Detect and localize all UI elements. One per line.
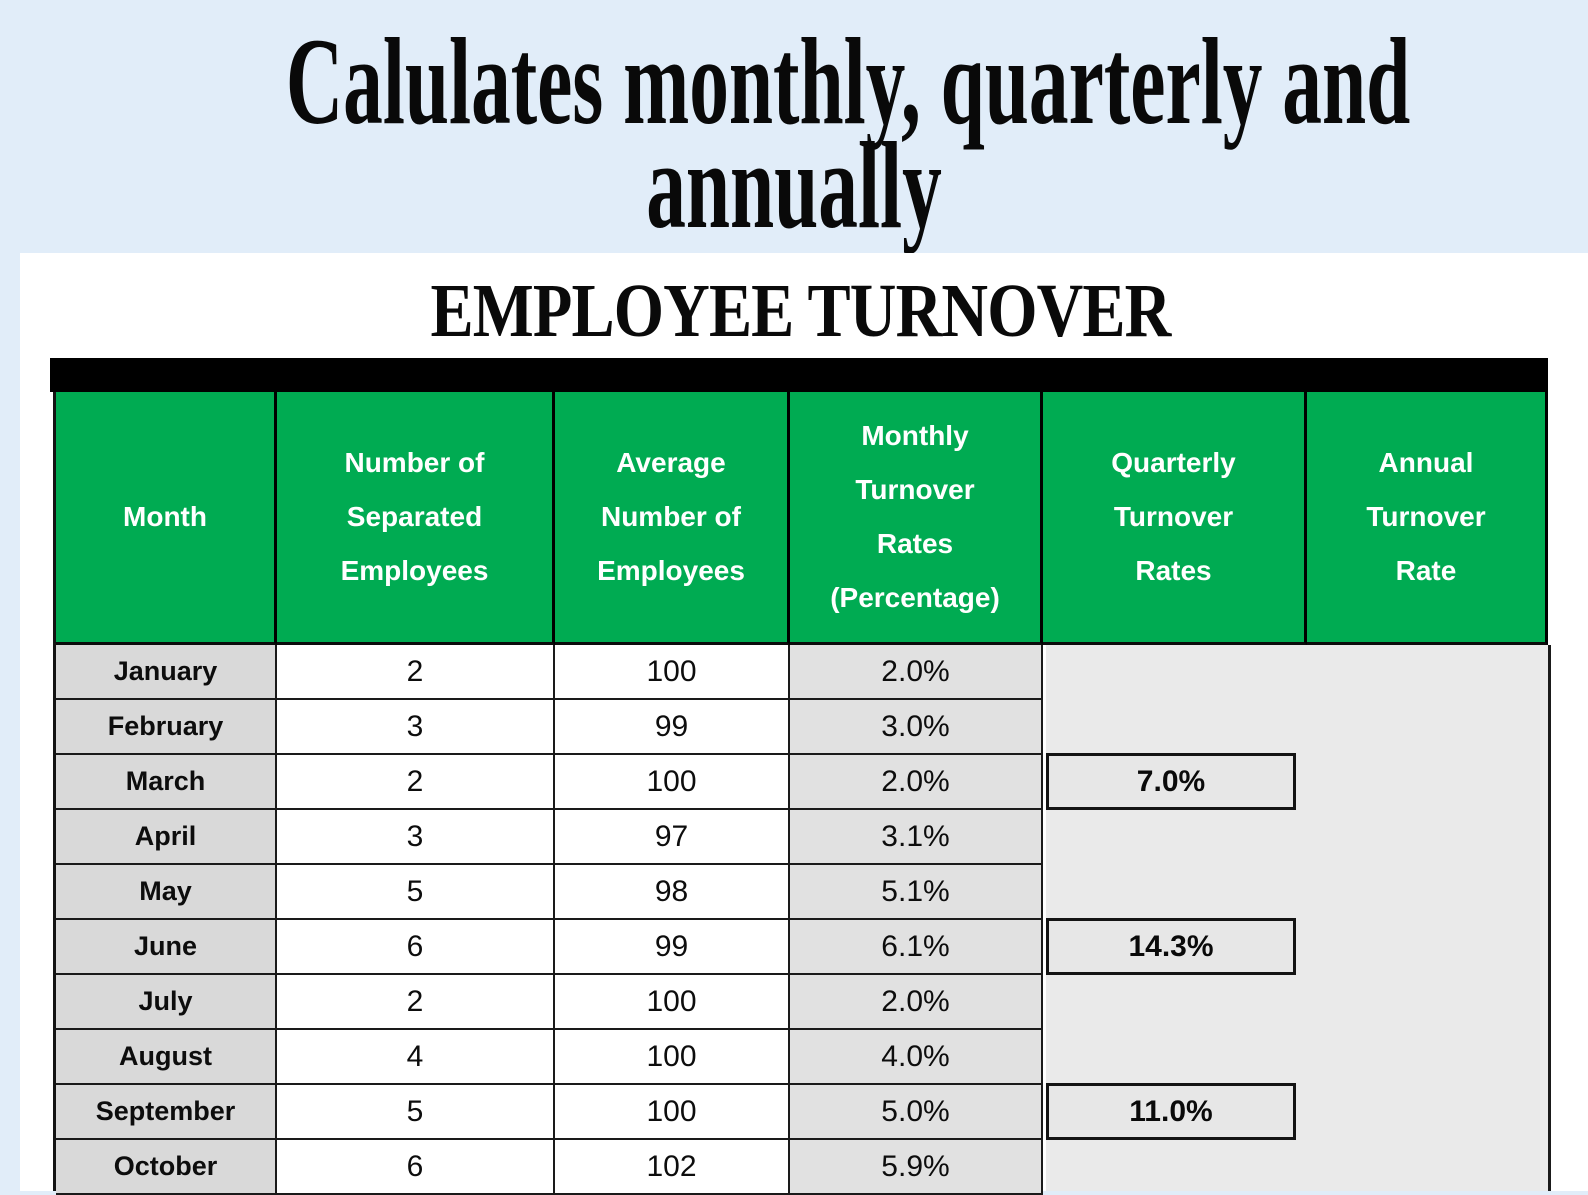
monthly-rate-cell: 5.0%	[790, 1085, 1043, 1140]
separated-cell: 3	[277, 700, 555, 755]
table-row: September 5 100 5.0%	[56, 1085, 1548, 1140]
column-header-annual-turnover: Annual Turnover Rate	[1307, 392, 1548, 645]
table-row: January 2 100 2.0%	[56, 645, 1548, 700]
monthly-rate-cell: 6.1%	[790, 920, 1043, 975]
separated-cell: 2	[277, 975, 555, 1030]
monthly-rate-cell: 5.1%	[790, 865, 1043, 920]
separated-cell: 5	[277, 1085, 555, 1140]
separated-cell: 6	[277, 920, 555, 975]
table-body: January 2 100 2.0% February 3 99 3.0% Ma…	[56, 645, 1548, 1195]
table-header-bar	[50, 358, 1548, 392]
table-row: June 6 99 6.1%	[56, 920, 1548, 975]
quarterly-annual-panel: 7.0% 14.3% 11.0%	[1046, 645, 1551, 1191]
month-cell: January	[56, 645, 277, 700]
quarterly-rate-box-q2: 14.3%	[1046, 918, 1296, 975]
spreadsheet-sheet: EMPLOYEE TURNOVER Month Number of Separa…	[20, 253, 1588, 1195]
table-row: October 6 102 5.9%	[56, 1140, 1548, 1195]
month-cell: August	[56, 1030, 277, 1085]
table-row: July 2 100 2.0%	[56, 975, 1548, 1030]
column-header-separated-employees: Number of Separated Employees	[277, 392, 555, 645]
page-title-line-1: Calulates monthly, quarterly and	[285, 13, 1411, 150]
month-cell: February	[56, 700, 277, 755]
separated-cell: 5	[277, 865, 555, 920]
table-header-row: Month Number of Separated Employees Aver…	[56, 392, 1548, 645]
column-header-average-employees: Average Number of Employees	[555, 392, 790, 645]
month-cell: June	[56, 920, 277, 975]
average-cell: 100	[555, 1030, 790, 1085]
column-header-monthly-turnover: Monthly Turnover Rates (Percentage)	[790, 392, 1043, 645]
table-title: EMPLOYEE TURNOVER	[430, 269, 1172, 353]
month-cell: March	[56, 755, 277, 810]
table-row: April 3 97 3.1%	[56, 810, 1548, 865]
table-row: March 2 100 2.0%	[56, 755, 1548, 810]
monthly-rate-cell: 2.0%	[790, 645, 1043, 700]
monthly-rate-cell: 5.9%	[790, 1140, 1043, 1195]
average-cell: 100	[555, 975, 790, 1030]
average-cell: 100	[555, 1085, 790, 1140]
monthly-rate-cell: 2.0%	[790, 755, 1043, 810]
month-cell: April	[56, 810, 277, 865]
table-row: May 5 98 5.1%	[56, 865, 1548, 920]
month-cell: September	[56, 1085, 277, 1140]
average-cell: 100	[555, 645, 790, 700]
table-row: February 3 99 3.0%	[56, 700, 1548, 755]
average-cell: 102	[555, 1140, 790, 1195]
month-cell: October	[56, 1140, 277, 1195]
average-cell: 99	[555, 920, 790, 975]
column-header-quarterly-turnover: Quarterly Turnover Rates	[1043, 392, 1307, 645]
quarterly-rate-box-q3: 11.0%	[1046, 1083, 1296, 1140]
page-title-line-2: annually	[646, 117, 942, 254]
separated-cell: 2	[277, 645, 555, 700]
month-cell: May	[56, 865, 277, 920]
average-cell: 98	[555, 865, 790, 920]
month-cell: July	[56, 975, 277, 1030]
average-cell: 97	[555, 810, 790, 865]
average-cell: 99	[555, 700, 790, 755]
separated-cell: 3	[277, 810, 555, 865]
monthly-rate-cell: 2.0%	[790, 975, 1043, 1030]
column-header-month: Month	[56, 392, 277, 645]
page-title: Calulates monthly, quarterly and annuall…	[285, 13, 1411, 254]
separated-cell: 4	[277, 1030, 555, 1085]
employee-turnover-table: Month Number of Separated Employees Aver…	[53, 392, 1551, 1195]
table-row: August 4 100 4.0%	[56, 1030, 1548, 1085]
quarterly-rate-box-q1: 7.0%	[1046, 753, 1296, 810]
monthly-rate-cell: 4.0%	[790, 1030, 1043, 1085]
average-cell: 100	[555, 755, 790, 810]
separated-cell: 2	[277, 755, 555, 810]
separated-cell: 6	[277, 1140, 555, 1195]
monthly-rate-cell: 3.0%	[790, 700, 1043, 755]
monthly-rate-cell: 3.1%	[790, 810, 1043, 865]
